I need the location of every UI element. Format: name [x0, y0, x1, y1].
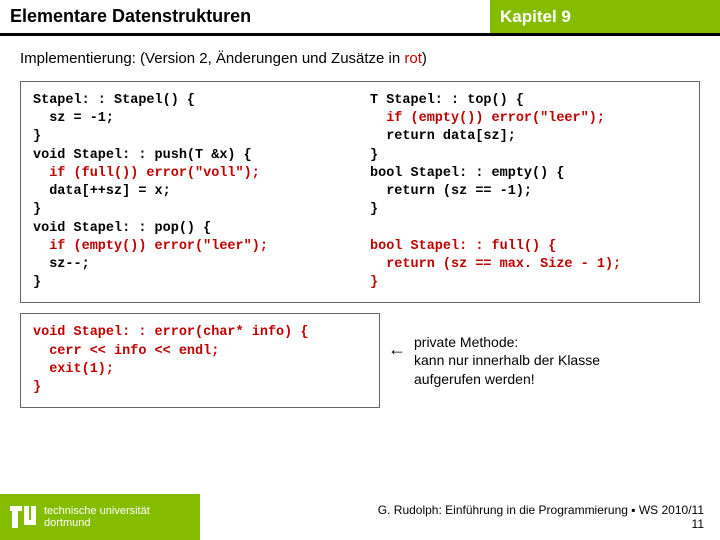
- code-column-left: Stapel: : Stapel() { sz = -1; } void Sta…: [33, 92, 350, 292]
- footer-page: 11: [692, 517, 704, 531]
- arrow-left-icon: ←: [388, 337, 406, 361]
- code-block-bottom: void Stapel: : error(char* info) { cerr …: [20, 313, 380, 408]
- subtitle: Implementierung: (Version 2, Änderungen …: [0, 36, 720, 77]
- footer-right: G. Rudolph: Einführung in die Programmie…: [200, 503, 720, 532]
- tu-logo-icon: [10, 504, 36, 530]
- uni-name: technische universität dortmund: [44, 505, 150, 529]
- annotation-line2: kann nur innerhalb der Klasse: [414, 352, 600, 368]
- header-title-right: Kapitel 9: [490, 0, 720, 33]
- code-column-right: T Stapel: : top() { if (empty()) error("…: [370, 92, 687, 292]
- code-block-top: Stapel: : Stapel() { sz = -1; } void Sta…: [20, 81, 700, 303]
- annotation: ← private Methode: kann nur innerhalb de…: [388, 313, 600, 408]
- slide-footer: technische universität dortmund G. Rudol…: [0, 494, 720, 540]
- footer-left: technische universität dortmund: [0, 494, 200, 540]
- annotation-text: private Methode: kann nur innerhalb der …: [414, 333, 600, 390]
- annotation-line3: aufgerufen werden!: [414, 371, 535, 387]
- slide-header: Elementare Datenstrukturen Kapitel 9: [0, 0, 720, 36]
- uni-line1: technische universität: [44, 505, 150, 517]
- annotation-line1: private Methode:: [414, 334, 518, 350]
- footer-credit: G. Rudolph: Einführung in die Programmie…: [378, 503, 704, 517]
- subtitle-suffix: ): [422, 50, 427, 67]
- code-block-bottom-row: void Stapel: : error(char* info) { cerr …: [20, 313, 700, 408]
- header-title-left: Elementare Datenstrukturen: [0, 0, 490, 33]
- subtitle-rot: rot: [404, 50, 422, 67]
- subtitle-prefix: Implementierung: (Version 2, Änderungen …: [20, 50, 404, 67]
- uni-line2: dortmund: [44, 517, 90, 529]
